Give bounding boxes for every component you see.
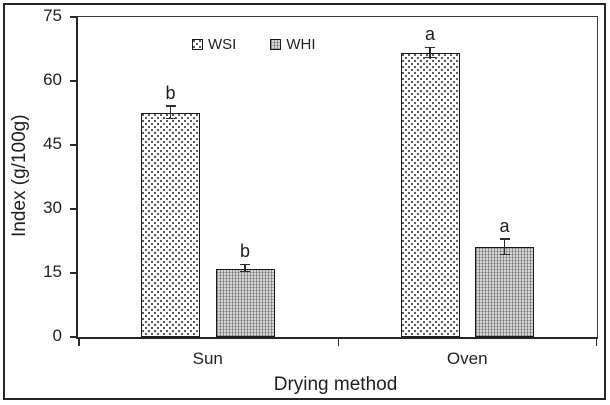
bar-wsi-oven: [400, 53, 460, 337]
significance-letter-wsi-oven: a: [424, 24, 436, 45]
y-tick-label-60: 60: [43, 70, 62, 89]
y-axis-title: Index (g/100g): [9, 114, 30, 238]
error-bar-wsi-sun: [169, 106, 172, 120]
bar-whi-oven: [475, 247, 534, 337]
plot-area: WSI WHI b a b a Sun Oven: [70, 16, 598, 368]
legend-label-wsi: WSI: [208, 36, 237, 53]
legend-item-wsi: WSI: [192, 37, 236, 52]
error-bar-cap-top-whi-sun: [240, 263, 250, 266]
chart-legend: WSI WHI: [192, 37, 316, 52]
y-tick-mark-15: [70, 272, 76, 274]
error-bar-cap-bottom-wsi-oven: [425, 56, 435, 59]
error-bar-cap-top-wsi-oven: [425, 46, 435, 49]
y-tick-label-15: 15: [43, 262, 62, 281]
error-bar-cap-top-whi-oven: [499, 238, 510, 240]
error-bar-whi-sun: [244, 265, 246, 273]
y-tick-mark-75: [70, 16, 76, 18]
y-tick-mark-0: [70, 336, 76, 338]
error-bar-cap-bottom-whi-oven: [499, 253, 510, 256]
x-tick-mark-1: [337, 339, 339, 346]
x-axis-title: Drying method: [273, 374, 398, 395]
y-tick-label-30: 30: [43, 198, 62, 217]
y-tick-label-45: 45: [43, 134, 62, 153]
y-tick-mark-30: [70, 208, 76, 210]
significance-letter-wsi-sun: b: [165, 82, 176, 103]
y-tick-label-75: 75: [43, 6, 62, 25]
legend-swatch-wsi: [192, 39, 203, 50]
legend-swatch-whi: [270, 39, 282, 50]
x-tick-mark-0: [78, 339, 80, 346]
y-tick-mark-60: [70, 80, 76, 82]
significance-letter-whi-oven: a: [499, 215, 510, 236]
y-tick-mark-45: [70, 144, 76, 146]
error-bar-cap-bottom-wsi-sun: [165, 117, 176, 120]
significance-letter-whi-sun: b: [239, 241, 251, 262]
error-bar-wsi-oven: [429, 48, 431, 59]
bar-whi-sun: [215, 268, 275, 337]
error-bar-cap-top-wsi-sun: [165, 105, 176, 107]
y-tick-label-0: 0: [52, 326, 62, 345]
x-category-label-sun: Sun: [192, 349, 223, 368]
error-bar-whi-oven: [503, 239, 506, 256]
legend-label-whi: WHI: [286, 36, 316, 53]
error-bar-cap-bottom-whi-sun: [240, 270, 250, 273]
bar-wsi-sun: [141, 113, 200, 337]
x-category-label-oven: Oven: [446, 349, 488, 368]
legend-item-whi: WHI: [270, 36, 316, 53]
x-tick-mark-2: [595, 339, 597, 346]
